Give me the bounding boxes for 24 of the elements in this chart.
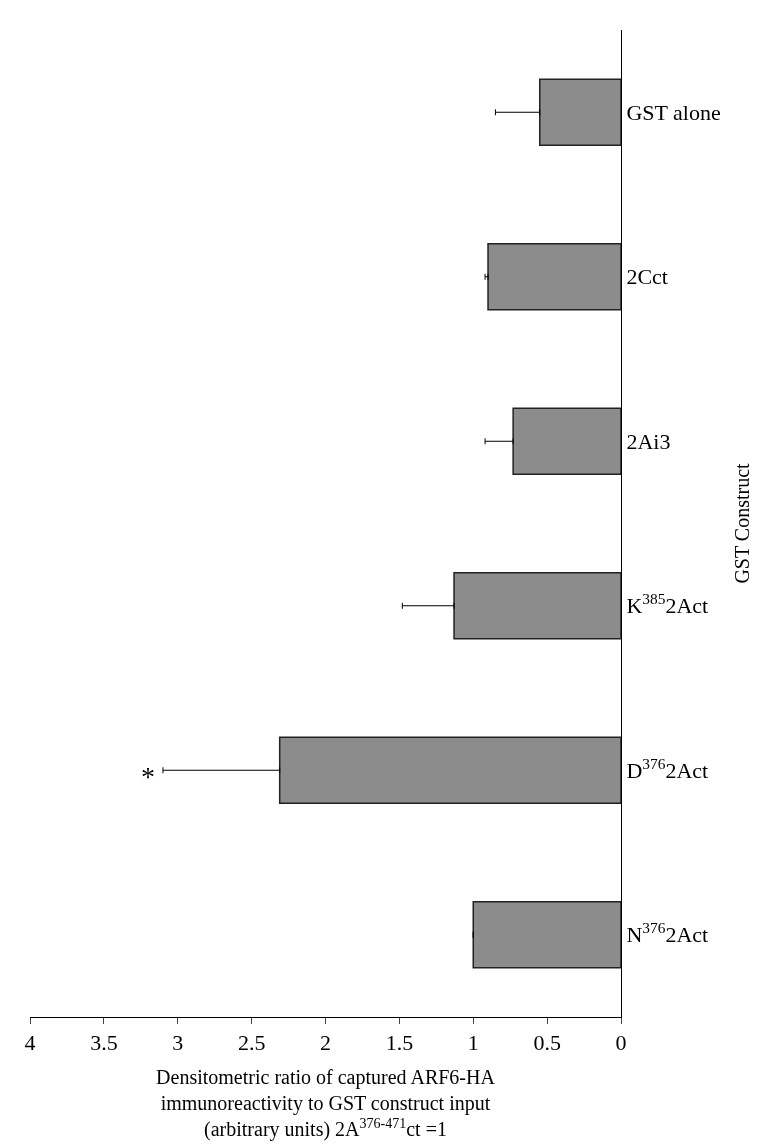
bar [538,78,621,146]
x-tick-label: 1 [467,1030,479,1056]
y-tick-label: GST alone [626,99,721,125]
y-tick-label: 2Cct [626,264,668,290]
y-tick-label: 2Ai3 [626,428,671,454]
y-tick-label: N$^{376}$2Act [626,919,709,948]
x-tick-label: 1.5 [385,1030,414,1056]
x-tick-label: 3 [172,1030,184,1056]
y-axis-title: GST Construct [731,462,754,584]
y-tick-label: D$^{376}$2Act [626,754,709,783]
x-tick-label: 4 [24,1030,36,1056]
x-axis-title: Densitometric ratio of captured ARF6-HA immunoreactivity to GST construct input (arbitrary units) 2A$^{376-471}$ct =1 [156,1065,496,1141]
bar [512,407,621,475]
annotation: * [141,761,155,792]
x-tick-label: 0.5 [533,1030,561,1056]
bar [487,243,621,311]
bar [278,736,621,804]
y-tick-label: K$^{385}$2Act [626,590,709,619]
x-tick-label: 3.5 [90,1030,118,1056]
x-tick-label: 2.5 [237,1030,266,1056]
bar [453,572,621,640]
bar [472,901,621,969]
x-tick-label: 2 [320,1030,331,1056]
x-tick-label: 0 [615,1030,627,1056]
